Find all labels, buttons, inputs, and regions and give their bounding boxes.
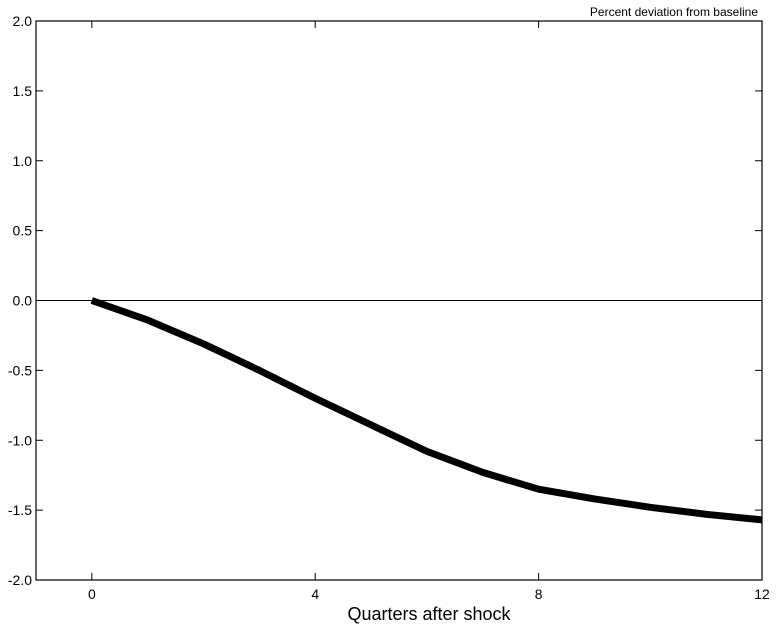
data-point bbox=[370, 424, 372, 426]
axes-layer: 2.0 1.5 1.0 0.5 0.0 -0.5 -1.0 -1.5 -2.0 0 4 8 12 bbox=[8, 13, 770, 602]
y-tick-label: 1.5 bbox=[13, 83, 33, 99]
series-line bbox=[90, 297, 763, 524]
y-tick-label: 1.0 bbox=[13, 153, 33, 169]
y-tick-label: -1.5 bbox=[8, 502, 32, 518]
units-label: Percent deviation from baseline bbox=[590, 5, 758, 19]
data-point bbox=[649, 506, 651, 508]
series-layer bbox=[90, 297, 763, 524]
x-tick-label: 0 bbox=[88, 586, 96, 602]
y-tick-label: 2.0 bbox=[13, 13, 33, 29]
data-point bbox=[91, 300, 93, 301]
data-point bbox=[482, 471, 484, 473]
data-point bbox=[147, 319, 149, 321]
data-point bbox=[761, 519, 763, 521]
x-axis-label: Quarters after shock bbox=[347, 604, 511, 624]
x-tick-label: 12 bbox=[754, 586, 770, 602]
data-point bbox=[593, 498, 595, 500]
data-point bbox=[538, 488, 540, 490]
y-tick-label: -1.0 bbox=[8, 432, 32, 448]
y-tick-label: 0.5 bbox=[13, 223, 33, 239]
y-tick-label: -2.0 bbox=[8, 572, 32, 588]
data-point bbox=[705, 513, 707, 515]
y-tick-label: -0.5 bbox=[8, 362, 32, 378]
data-point bbox=[314, 397, 316, 399]
data-point bbox=[203, 343, 205, 345]
labels-layer: Percent deviation from baseline Quarters… bbox=[347, 5, 758, 624]
x-tick-label: 8 bbox=[535, 586, 543, 602]
data-point bbox=[258, 369, 260, 371]
x-tick-label: 4 bbox=[311, 586, 319, 602]
data-point bbox=[426, 450, 428, 452]
y-tick-label: 0.0 bbox=[13, 293, 33, 309]
